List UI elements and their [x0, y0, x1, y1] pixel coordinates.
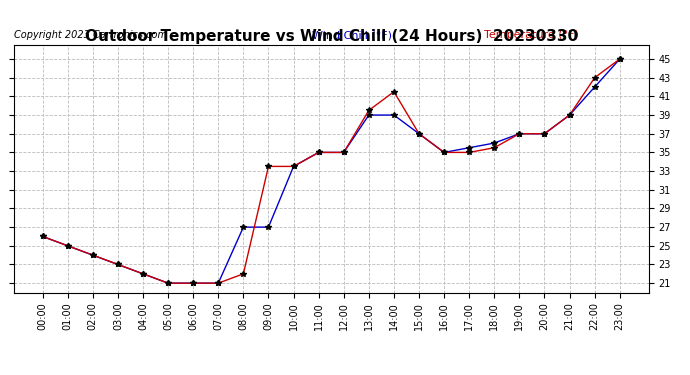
Title: Outdoor Temperature vs Wind Chill (24 Hours)  20230330: Outdoor Temperature vs Wind Chill (24 Ho… [85, 29, 578, 44]
Text: Wind Chill (°F): Wind Chill (°F) [312, 30, 392, 40]
Text: Temperature (°F): Temperature (°F) [484, 30, 578, 40]
Text: Copyright 2023 Cartronics.com: Copyright 2023 Cartronics.com [14, 30, 167, 40]
